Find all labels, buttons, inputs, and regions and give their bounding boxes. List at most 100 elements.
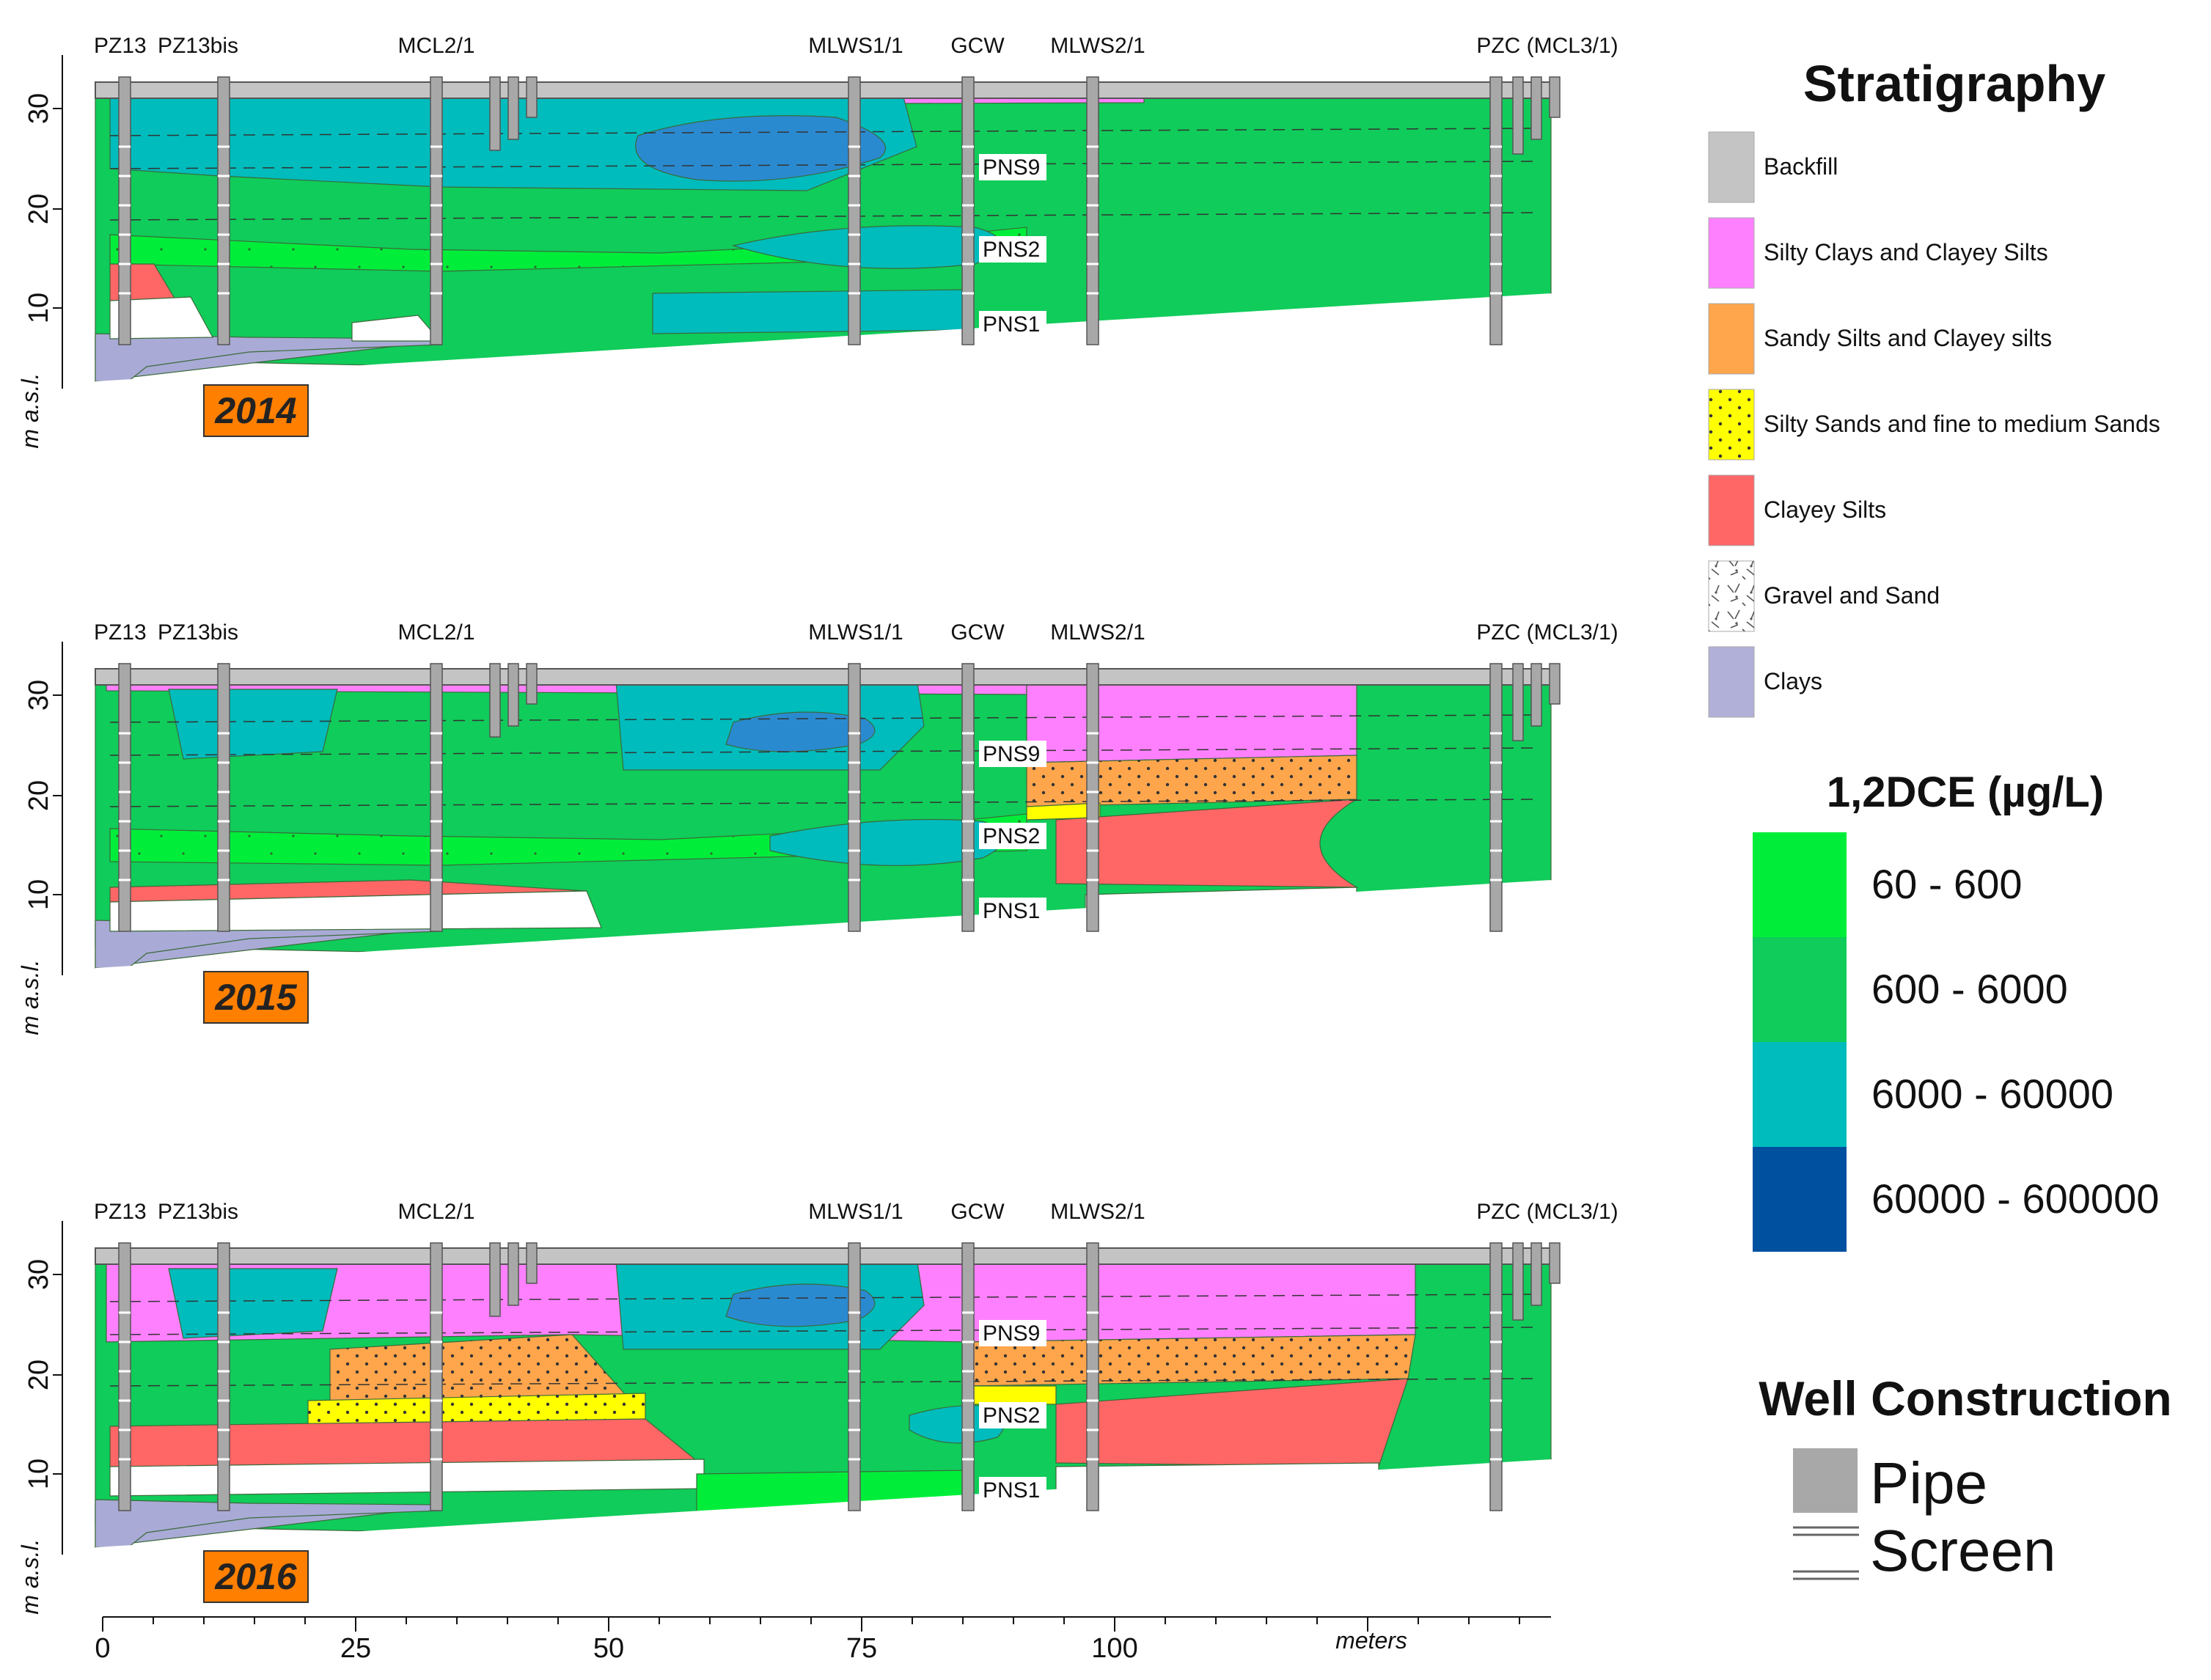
y-tick-label: 30 [23,93,54,124]
screen-label: Screen [1870,1518,2056,1583]
concentration-swatch [1753,1042,1847,1147]
pns-label: PNS1 [983,312,1040,337]
panels-root: 30 20 10 m a.s.l. PZ13 PZ13bis MCL2/1 MLWS1/1 GC… [17,34,1618,1615]
concentration-swatch [1753,937,1847,1042]
interface-line [109,1294,1533,1302]
piezometer-pipe [489,1242,501,1317]
below-base-mask [95,293,1551,411]
piezometer-pipe [1530,1242,1542,1306]
pns-label-bg [979,1477,1046,1503]
stratigraphy-swatch [1708,131,1755,203]
y-tick-label: 30 [23,1259,54,1290]
stratigraphy-swatch-pattern [1709,389,1754,460]
year-label: 2014 [214,390,296,431]
well-pipe [118,1242,131,1511]
y-tick-label: 10 [23,1459,54,1489]
piezometer-pipe [1530,663,1542,727]
well-label: GCW [950,1200,1005,1224]
section-zone-12 [725,711,876,752]
section-zone-13 [308,1393,645,1426]
pns-label-bg [979,1320,1046,1346]
x-tick-label: 25 [340,1633,371,1664]
year-badge [203,971,309,1024]
y-tick-label: 20 [23,780,54,811]
stratigraphy-items: Backfill Silty Clays and Clayey Silts Sand… [1708,131,2160,718]
panel-3: 30 20 10 m a.s.l. PZ13 PZ13bis MCL2/1 MLWS1/1 GC… [17,1200,1618,1615]
piezometer-pipe [1549,1242,1561,1284]
panel-1: 30 20 10 m a.s.l. PZ13 PZ13bis MCL2/1 MLWS1/1 GC… [17,34,1618,449]
well-pipe [1489,76,1503,345]
section-zone-10 [168,689,338,760]
y-tick-label: 30 [23,680,54,711]
section-zone-10 [109,296,214,340]
section-zone-12 [652,289,969,334]
well-label: GCW [950,620,1005,645]
backfill-band [95,668,1552,686]
year-label: 2016 [214,1556,297,1597]
stratigraphy-label: Silty Clays and Clayey Silts [1764,239,2048,265]
interface-line [109,161,1533,169]
section-zone-7 [725,1283,876,1327]
pns-label: PNS1 [983,1478,1040,1503]
pns-label: PNS9 [983,155,1040,180]
concentration-swatch [1753,832,1847,937]
well-pipe [848,1242,861,1511]
well-pipe [1086,76,1099,345]
pns-label-bg [979,311,1046,337]
piezometer-pipe [526,1242,538,1284]
well-label: GCW [950,34,1005,58]
interface-line [109,714,1533,723]
interface-line [109,212,1533,221]
well-pipe [1489,1242,1503,1511]
piezometer-pipe [489,663,501,738]
y-tick-label: 10 [23,293,54,323]
piezometer-pipe [507,663,519,727]
well-label: PZ13bis [158,34,238,58]
concentration-label: 600 - 6000 [1871,966,2068,1012]
interface-line [109,128,1533,136]
pns-label: PNS9 [983,1321,1040,1346]
y-tick-label: 20 [23,194,54,224]
well-construction-legend: Well Construction Pipe Screen [1759,1371,2171,1583]
well-label: PZ13 [94,34,147,58]
stratigraphy-swatch [1708,474,1755,546]
interface-line [109,747,1533,756]
well-construction-title: Well Construction [1759,1371,2171,1426]
piezometer-pipe [489,76,501,151]
piezometer-pipe [1512,1242,1524,1321]
well-pipe [961,1242,975,1511]
stratigraphy-swatch [1708,217,1755,289]
y-axis-title: m a.s.l. [17,373,43,448]
x-tick-label: 75 [846,1633,877,1664]
concentration-classes: 60 - 600 600 - 6000 6000 - 60000 60000 - 60… [1753,832,2159,1252]
well-label: PZ13 [94,1200,147,1224]
section-zone-9 [330,1335,631,1408]
well-label: PZC (MCL3/1) [1476,620,1618,645]
section-zone-5 [1026,675,1357,763]
well-pipe [430,663,443,932]
y-axis-title: m a.s.l. [17,1538,43,1614]
well-pipe [118,76,131,345]
well-pipe [961,663,975,932]
well-pipe [430,1242,443,1511]
interface-line [109,799,1533,807]
interface-line [109,1327,1533,1335]
well-pipe [961,76,975,345]
x-tick-label: 0 [95,1633,110,1664]
well-pipe [217,663,230,932]
concentration-title: 1,2DCE (µg/L) [1827,769,2104,816]
well-label: PZ13 [94,620,147,645]
stratigraphy-legend: Stratigraphy Backfill Silty Clays and Cla… [1708,55,2160,718]
stratigraphy-swatch [1708,646,1755,718]
pns-label: PNS1 [983,899,1040,923]
x-axis-title: meters [1335,1627,1407,1654]
backfill-band [95,81,1552,99]
concentration-swatch [1753,1147,1847,1252]
pns-label: PNS2 [983,238,1040,262]
piezometer-pipe [1512,663,1524,741]
pns-label-bg [979,741,1046,767]
section-zone-11 [968,1335,1415,1386]
well-label: MCL2/1 [397,1200,474,1224]
pns-label-bg [979,1402,1046,1428]
